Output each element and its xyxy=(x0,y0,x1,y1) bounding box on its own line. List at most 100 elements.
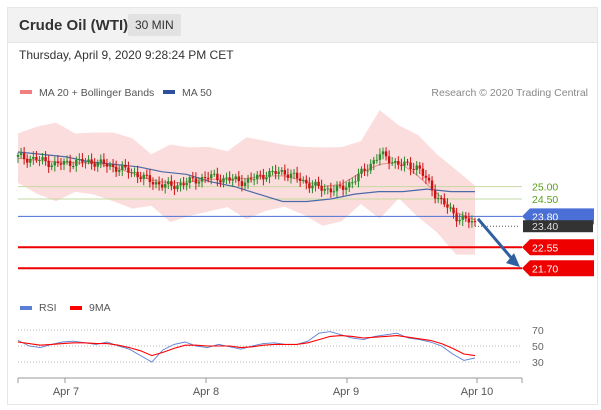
candle-body xyxy=(29,158,32,163)
candle-body xyxy=(96,162,99,167)
candle-body xyxy=(262,174,265,180)
candle-body xyxy=(191,177,195,179)
candle-body xyxy=(473,221,477,223)
candle-body xyxy=(298,178,302,181)
rsi-tick-label: 30 xyxy=(532,357,544,369)
candle-body xyxy=(366,170,369,172)
candle-body xyxy=(124,165,127,168)
candle-body xyxy=(467,218,471,223)
candle-body xyxy=(348,182,351,188)
candle-body xyxy=(246,178,250,183)
candle-body xyxy=(394,161,397,163)
candle-body xyxy=(317,181,320,186)
candle-body xyxy=(252,179,256,181)
candle-body xyxy=(16,154,20,157)
level-label-resistance: 25.00 xyxy=(532,182,558,194)
candle-body xyxy=(440,198,443,200)
candle-body xyxy=(167,181,170,185)
candle-body xyxy=(415,165,418,170)
current-price-tag xyxy=(523,220,593,233)
candle-body xyxy=(443,198,446,205)
candle-body xyxy=(130,171,133,173)
candle-body xyxy=(121,165,124,170)
candle-body xyxy=(139,177,142,180)
candle-body xyxy=(344,187,348,190)
candle-body xyxy=(185,182,188,186)
candle-body xyxy=(213,173,216,175)
rsi-legend-label: 9MA xyxy=(89,302,111,314)
candle-body xyxy=(302,179,305,181)
candle-body xyxy=(50,165,53,168)
candle-body xyxy=(151,182,155,185)
candle-body xyxy=(286,174,290,178)
legend-swatch xyxy=(163,90,175,94)
candle-body xyxy=(194,178,198,184)
candle-body xyxy=(271,171,274,173)
candle-body xyxy=(56,161,60,164)
candle-body xyxy=(464,215,467,219)
candle-body xyxy=(111,164,115,167)
candle-body xyxy=(384,151,388,157)
level-label-resistance: 24.50 xyxy=(532,194,558,206)
level-tag-support xyxy=(522,239,594,256)
candle-body xyxy=(446,204,449,208)
legend-swatch xyxy=(20,90,32,94)
candle-body xyxy=(148,175,152,183)
candle-body xyxy=(170,181,173,186)
forecast-arrow-head xyxy=(506,253,520,268)
candle-body xyxy=(75,159,78,167)
candle-body xyxy=(197,181,201,184)
candle-body xyxy=(32,156,35,159)
candle-body xyxy=(354,181,357,183)
legend-label: MA 20 + Bollinger Bands xyxy=(39,87,154,99)
candle-body xyxy=(114,166,118,172)
candle-body xyxy=(108,164,112,167)
candle-body xyxy=(136,171,139,178)
candle-body xyxy=(387,156,391,164)
candle-body xyxy=(59,163,63,165)
candle-body xyxy=(256,174,259,180)
x-axis-label: Apr 8 xyxy=(193,386,219,398)
candle-body xyxy=(127,167,130,173)
timestamp: Thursday, April 9, 2020 9:28:24 PM CET xyxy=(19,48,234,62)
candle-body xyxy=(375,159,379,161)
chart-widget: Crude Oil (WTI) 30 MIN Thursday, April 9… xyxy=(7,7,598,405)
candle-body xyxy=(360,168,363,174)
legend-label: MA 50 xyxy=(182,87,212,99)
candle-body xyxy=(314,181,317,186)
candle-body xyxy=(341,185,345,190)
candle-body xyxy=(99,159,103,163)
candle-body xyxy=(433,190,437,199)
candle-body xyxy=(421,168,425,176)
candle-body xyxy=(259,174,262,176)
chart-header: Crude Oil (WTI) 30 MIN xyxy=(8,8,597,43)
candle-body xyxy=(173,185,176,190)
candle-body xyxy=(22,153,26,159)
candle-body xyxy=(219,180,222,183)
candle-body xyxy=(265,177,268,180)
level-label-support: 21.70 xyxy=(532,263,558,275)
copyright-text: Research © 2020 Trading Central xyxy=(431,87,588,99)
candle-body xyxy=(234,176,237,180)
candle-body xyxy=(378,154,382,160)
rsi-legend-swatch xyxy=(20,306,32,310)
candle-body xyxy=(280,170,283,172)
timeframe-badge[interactable]: 30 MIN xyxy=(128,14,181,36)
x-axis-label: Apr 9 xyxy=(333,386,359,398)
candle-body xyxy=(381,151,385,155)
candle-body xyxy=(403,161,406,166)
candle-body xyxy=(274,171,277,174)
candle-body xyxy=(458,219,461,222)
candle-body xyxy=(47,160,50,168)
candle-body xyxy=(53,161,57,166)
candle-body xyxy=(452,207,455,214)
candle-body xyxy=(206,177,210,179)
candle-body xyxy=(93,163,96,167)
candle-body xyxy=(87,159,90,162)
level-tag-support xyxy=(522,260,594,277)
candle-body xyxy=(305,179,308,184)
candle-body xyxy=(455,213,458,222)
candle-body xyxy=(228,177,231,181)
candle-body xyxy=(470,221,474,223)
candle-body xyxy=(335,185,339,192)
